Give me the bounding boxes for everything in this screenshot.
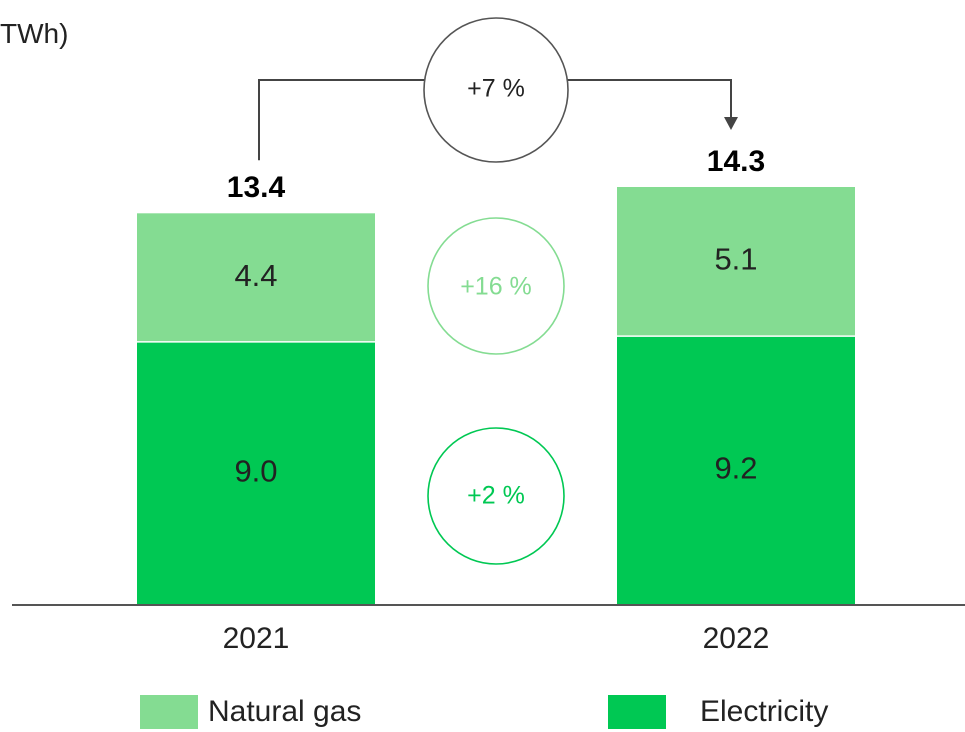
legend-label-electricity: Electricity <box>700 695 829 728</box>
data-label-natural-gas-2022: 5.1 <box>714 242 757 277</box>
bar-natural-gas-2021 <box>137 213 375 342</box>
legend-item-natural-gas: Natural gas <box>140 692 361 732</box>
bar-natural-gas-2022 <box>617 187 855 337</box>
x-tick-label-2022: 2022 <box>703 622 770 655</box>
unit-label: TWh) <box>0 18 69 49</box>
electricity-change-label: +2 % <box>467 482 525 510</box>
total-label-2022: 14.3 <box>707 145 765 178</box>
natural-gas-change-bubble <box>427 217 565 355</box>
bar-electricity-2022 <box>617 336 855 605</box>
data-label-electricity-2021: 9.0 <box>234 454 277 489</box>
total-change-bubble <box>423 17 569 163</box>
data-label-electricity-2022: 9.2 <box>714 451 757 486</box>
electricity-change-bubble <box>427 427 565 565</box>
legend-swatch-natural-gas <box>140 695 198 729</box>
legend-item-electricity: Electricity <box>608 692 828 732</box>
x-tick-label-2021: 2021 <box>223 622 290 655</box>
legend-swatch-electricity <box>608 695 666 729</box>
total-label-2021: 13.4 <box>227 171 286 204</box>
bar-electricity-2021 <box>137 341 375 605</box>
growth-arrow-head <box>724 117 738 130</box>
stacked-bar-chart: 9.0 4.4 13.4 2021 9.2 5.1 14.3 2022 +7 % +16 % +2 … <box>12 17 965 655</box>
legend-label-natural-gas: Natural gas <box>208 695 362 728</box>
data-label-natural-gas-2021: 4.4 <box>234 258 277 293</box>
natural-gas-change-label: +16 % <box>460 273 532 301</box>
total-change-label: +7 % <box>467 75 525 103</box>
